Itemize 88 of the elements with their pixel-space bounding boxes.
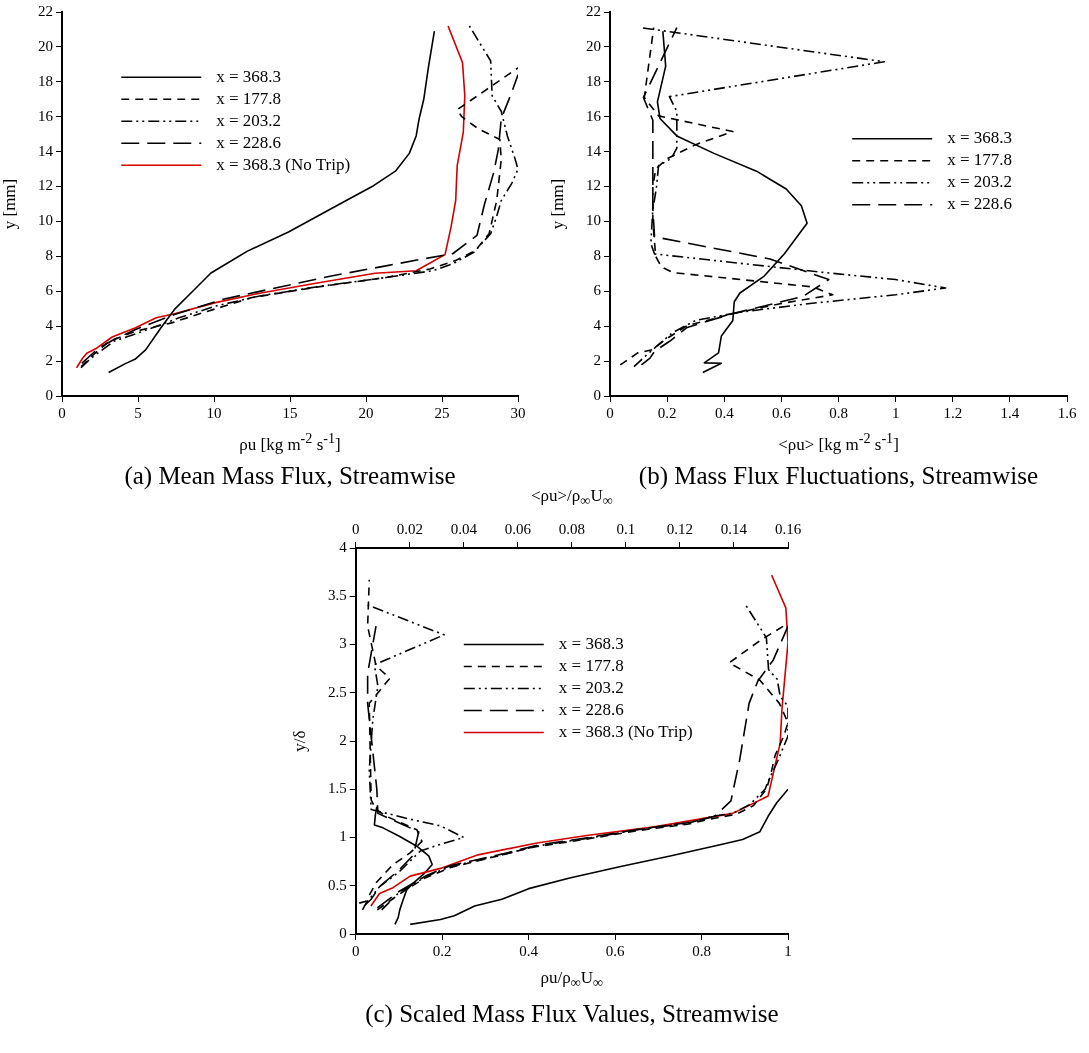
y-tick-label: 1	[339, 828, 347, 845]
legend-label: x = 368.3	[947, 128, 1013, 148]
x2-tick-label: 0.12	[666, 520, 694, 537]
x2-tick-label: 0.08	[558, 520, 585, 537]
text: (c) Scaled Mass Flux Values, Streamwise	[364, 1000, 780, 1028]
x-tick-label: 20	[358, 404, 374, 421]
x-tick-label: 0	[352, 942, 360, 959]
x-axis-title: ρu/ρ$_{∞}$U$_{∞}$	[539, 968, 605, 992]
legend-label: x = 177.8	[947, 150, 1013, 170]
y-tick-label: 10	[586, 212, 601, 229]
y-tick-label: 0	[339, 924, 347, 941]
y-tick-label: 6	[45, 282, 54, 299]
y-tick-label: 10	[38, 212, 53, 229]
y-axis-title: y/δ	[290, 729, 310, 754]
x-tick-label: 15	[282, 404, 298, 421]
y-axis-title: y [mm]	[548, 177, 568, 232]
y-tick-label: 18	[586, 72, 601, 89]
y-tick-label: 8	[593, 247, 601, 264]
x-tick-label: 1.6	[1057, 404, 1077, 421]
x-tick-label: 0.8	[692, 942, 711, 959]
y-tick-label: 0.5	[328, 876, 347, 893]
x-tick-label: 0.6	[772, 404, 792, 421]
legend-label: x = 203.2	[558, 677, 624, 697]
y-tick-label: 2	[593, 352, 601, 369]
legend-label: x = 203.2	[216, 110, 282, 130]
y-tick-label: 1.5	[328, 780, 347, 797]
y-tick-label: 14	[38, 142, 54, 159]
y-tick-label: 2	[339, 731, 347, 748]
x-tick-label: 0.8	[829, 404, 848, 421]
y-tick-label: 6	[593, 282, 602, 299]
x2-axis-title: <ρu>/ρ$_{∞}$U$_{∞}$	[530, 486, 613, 509]
y-tick-label: 16	[38, 107, 54, 124]
y-tick-label: 2	[45, 352, 53, 369]
y-tick-label: 22	[586, 2, 601, 19]
legend-label: x = 368.3	[216, 66, 282, 86]
x2-tick-label: 0.14	[720, 520, 748, 537]
y-tick-label: 12	[586, 177, 601, 194]
x-tick-label: 1	[891, 404, 900, 421]
legend-label: x = 228.6	[558, 699, 624, 719]
y-tick-label: 2.5	[328, 683, 347, 700]
legend-label: x = 368.3	[558, 633, 624, 653]
x-tick-label: 0.2	[432, 942, 452, 959]
y-tick-label: 4	[45, 317, 54, 334]
x-tick-label: 0.2	[657, 404, 677, 421]
y-tick-label: 20	[38, 37, 53, 54]
y-tick-label: 18	[38, 72, 53, 89]
legend-label: x = 228.6	[947, 194, 1013, 214]
y-tick-label: 16	[586, 107, 602, 124]
x-tick-label: 1	[784, 942, 792, 959]
legend-label: x = 228.6	[216, 132, 282, 152]
y-tick-label: 3.5	[328, 587, 347, 604]
legend-label: x = 177.8	[216, 88, 282, 108]
y-tick-label: 4	[339, 538, 348, 555]
text: (a) Mean Mass Flux, Streamwise	[124, 462, 456, 489]
x2-tick-label: 0	[352, 520, 360, 537]
x-tick-label: 1.2	[943, 404, 963, 421]
x2-tick-label: 0.16	[774, 520, 802, 537]
y-axis-title: y [mm]	[0, 177, 20, 232]
x-tick-label: 30	[510, 404, 526, 421]
legend-label: x = 177.8	[558, 655, 624, 675]
x2-tick-label: 0.06	[504, 520, 532, 537]
x-axis-title: <ρu> [kg m$^{-2}$ s$^{-1}$]	[777, 430, 900, 455]
x-tick-label: 0	[606, 404, 614, 421]
y-tick-label: 3	[339, 635, 347, 652]
x-tick-label: 1.4	[1000, 404, 1020, 421]
x-axis-title: ρu [kg m$^{-2}$ s$^{-1}$]	[238, 430, 342, 455]
y-tick-label: 20	[586, 37, 601, 54]
text: (b) Mass Flux Fluctuations, Streamwise	[638, 462, 1039, 489]
x2-tick-label: 0.02	[396, 520, 423, 537]
y-tick-label: 8	[45, 247, 53, 264]
x-tick-label: 0.4	[519, 942, 539, 959]
x2-tick-label: 0.1	[616, 520, 636, 537]
x-tick-label: 0.4	[714, 404, 735, 421]
legend-label: x = 368.3 (No Trip)	[558, 721, 693, 741]
legend-label: x = 368.3 (No Trip)	[216, 154, 351, 174]
y-tick-label: 0	[45, 386, 53, 403]
y-tick-label: 14	[586, 142, 602, 159]
y-tick-label: 0	[593, 386, 601, 403]
x-tick-label: 25	[434, 404, 450, 421]
x-tick-label: 5	[134, 404, 142, 421]
x-tick-label: 0	[58, 404, 66, 421]
x-tick-label: 0.6	[605, 942, 625, 959]
y-tick-label: 22	[38, 2, 53, 19]
x-tick-label: 10	[206, 404, 222, 421]
legend-label: x = 203.2	[947, 172, 1013, 192]
x2-tick-label: 0.04	[450, 520, 478, 537]
y-tick-label: 4	[593, 317, 602, 334]
y-tick-label: 12	[38, 177, 53, 194]
